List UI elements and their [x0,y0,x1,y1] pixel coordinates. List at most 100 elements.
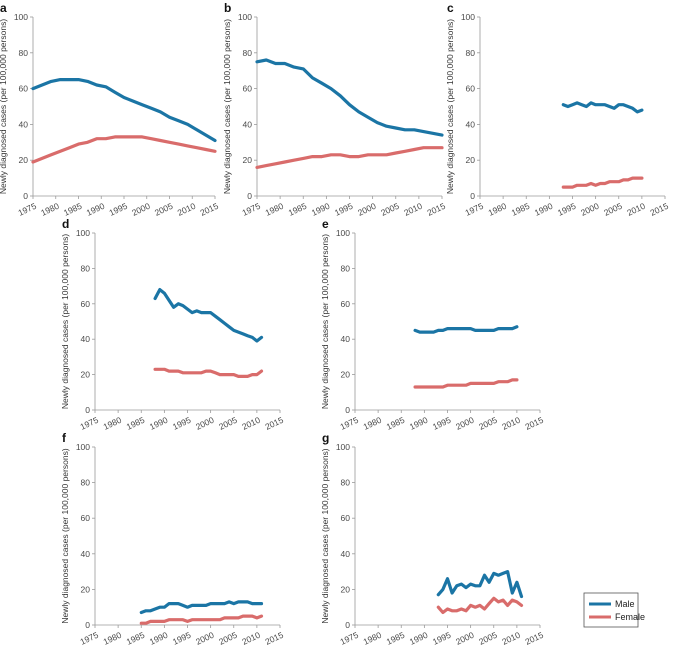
series-line-female [561,176,644,189]
y-tick-label: 100 [76,442,90,452]
y-tick-label: 80 [341,478,351,488]
panel-letter: c [447,1,454,15]
panel-f: f 0 20 40 60 80 100 1975 1980 1985 1990 1995 2000 200… [60,431,285,647]
series-line-male [436,569,524,599]
y-axis-title: Newly diagnosed cases (per 100,000 perso… [222,19,232,194]
y-tick-label: 40 [19,119,29,129]
x-tick-label: 2000 [579,201,601,218]
x-tick-label: 1985 [125,630,147,647]
y-tick-label: 0 [85,620,90,630]
series-line-male [139,600,264,615]
y-tick-label: 60 [19,84,29,94]
x-tick-label: 2015 [523,415,545,432]
series-line-female [153,367,264,378]
x-tick-label: 2005 [477,415,499,432]
panel-letter: e [322,217,329,231]
y-tick-label: 80 [81,478,91,488]
x-tick-label: 1980 [102,415,124,432]
x-tick-label: 1980 [102,630,124,647]
y-tick-label: 20 [81,370,91,380]
x-tick-label: 1985 [287,201,309,218]
x-tick-label: 2010 [500,415,522,432]
x-tick-label: 2015 [198,201,220,218]
x-tick-label: 1980 [362,630,384,647]
x-tick-label: 1975 [463,201,485,218]
x-tick-label: 1975 [240,201,262,218]
series-line-female [413,378,519,389]
x-tick-label: 2015 [263,415,285,432]
y-tick-label: 60 [243,84,253,94]
y-tick-label: 80 [466,48,476,58]
y-tick-label: 60 [341,299,351,309]
y-axis-title: Newly diagnosed cases (per 100,000 perso… [60,234,70,409]
x-tick-label: 2005 [153,201,175,218]
y-axis-title: Newly diagnosed cases (per 100,000 perso… [320,234,330,409]
y-tick-label: 40 [81,549,91,559]
panel-letter: d [62,217,69,231]
y-tick-label: 0 [470,191,475,201]
y-tick-label: 20 [341,370,351,380]
y-tick-label: 100 [76,228,90,238]
y-tick-label: 60 [81,299,91,309]
y-tick-label: 20 [341,584,351,594]
y-tick-label: 60 [81,513,91,523]
x-tick-label: 1985 [125,415,147,432]
y-tick-label: 0 [345,620,350,630]
y-tick-label: 0 [247,191,252,201]
y-tick-label: 80 [243,48,253,58]
y-tick-label: 40 [243,119,253,129]
x-tick-label: 2000 [130,201,152,218]
y-tick-label: 40 [81,334,91,344]
x-tick-label: 2015 [263,630,285,647]
y-tick-label: 20 [81,584,91,594]
panel-letter: b [224,1,231,15]
x-tick-label: 1975 [338,630,360,647]
y-axis-title: Newly diagnosed cases (per 100,000 perso… [320,448,330,623]
panel-a: a 0 20 40 60 80 100 1975 1980 1985 1990 1995 2000 200… [0,1,220,218]
y-tick-label: 0 [23,191,28,201]
y-tick-label: 20 [19,155,29,165]
series-line-male [153,288,264,343]
legend-label-male: Male [615,599,635,609]
panel-letter: a [0,1,7,15]
y-tick-label: 80 [81,263,91,273]
series-line-female [139,614,264,625]
y-tick-label: 0 [85,405,90,415]
x-tick-label: 1995 [107,201,129,218]
x-tick-label: 1995 [431,415,453,432]
x-tick-label: 1980 [39,201,61,218]
x-tick-label: 2010 [500,630,522,647]
x-tick-label: 2010 [402,201,424,218]
x-tick-label: 1985 [62,201,84,218]
x-tick-label: 2005 [477,630,499,647]
x-tick-label: 2015 [425,201,447,218]
x-tick-label: 2005 [602,201,624,218]
y-axis-title: Newly diagnosed cases (per 100,000 perso… [0,19,8,194]
x-tick-label: 1975 [338,415,360,432]
y-tick-label: 0 [345,405,350,415]
x-tick-label: 1980 [362,415,384,432]
x-tick-label: 2000 [356,201,378,218]
y-tick-label: 100 [336,442,350,452]
x-tick-label: 2000 [194,630,216,647]
y-tick-label: 60 [466,84,476,94]
panel-letter: f [62,431,67,445]
x-tick-label: 2000 [194,415,216,432]
x-tick-label: 1990 [85,201,107,218]
x-tick-label: 1980 [487,201,509,218]
x-tick-label: 1975 [16,201,38,218]
x-tick-label: 2005 [379,201,401,218]
x-tick-label: 1990 [408,415,430,432]
x-tick-label: 1985 [385,415,407,432]
y-tick-label: 20 [466,155,476,165]
series-line-male [255,58,444,137]
series-line-male [31,77,217,143]
y-tick-label: 100 [336,228,350,238]
series-line-female [255,146,444,169]
legend: Male Female [583,592,645,628]
x-tick-label: 1985 [510,201,532,218]
x-tick-label: 2005 [217,415,239,432]
y-tick-label: 80 [19,48,29,58]
x-tick-label: 1975 [78,630,100,647]
